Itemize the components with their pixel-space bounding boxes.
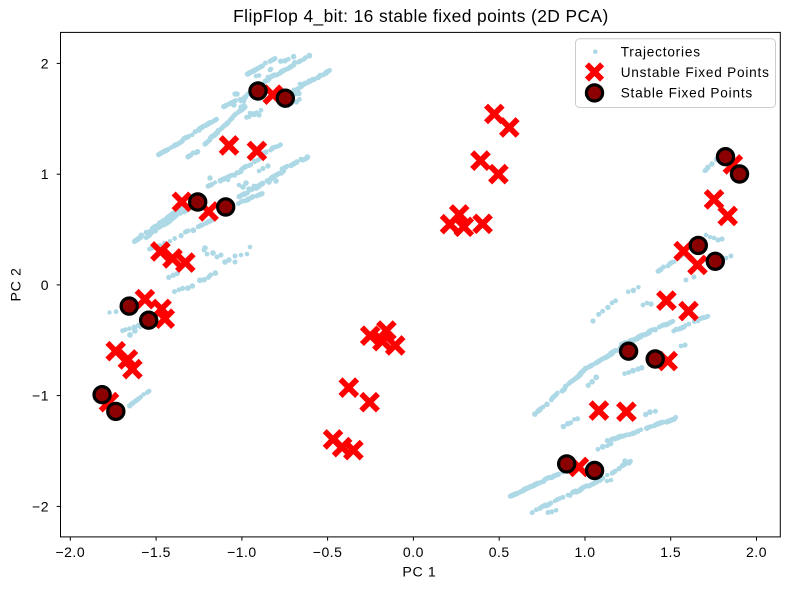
svg-text:−1.0: −1.0 — [227, 544, 257, 560]
svg-text:0.5: 0.5 — [489, 544, 510, 560]
svg-text:Unstable Fixed Points: Unstable Fixed Points — [621, 65, 770, 80]
svg-text:PC 1: PC 1 — [402, 565, 436, 581]
svg-text:0: 0 — [41, 277, 49, 293]
svg-text:−1: −1 — [32, 388, 49, 404]
svg-text:−0.5: −0.5 — [313, 544, 343, 560]
svg-text:−2: −2 — [32, 498, 49, 514]
svg-text:PC 2: PC 2 — [9, 268, 25, 302]
svg-text:0.0: 0.0 — [403, 544, 424, 560]
svg-text:Trajectories: Trajectories — [621, 45, 701, 60]
svg-text:2: 2 — [41, 55, 49, 71]
svg-text:−2.0: −2.0 — [55, 544, 85, 560]
svg-text:1.0: 1.0 — [575, 544, 596, 560]
svg-text:1.5: 1.5 — [660, 544, 681, 560]
svg-text:2.0: 2.0 — [746, 544, 767, 560]
svg-text:Stable Fixed Points: Stable Fixed Points — [621, 86, 753, 101]
svg-text:−1.5: −1.5 — [141, 544, 171, 560]
svg-text:FlipFlop 4_bit: 16 stable fixe: FlipFlop 4_bit: 16 stable fixed points (… — [233, 6, 608, 26]
svg-text:1: 1 — [41, 166, 49, 182]
